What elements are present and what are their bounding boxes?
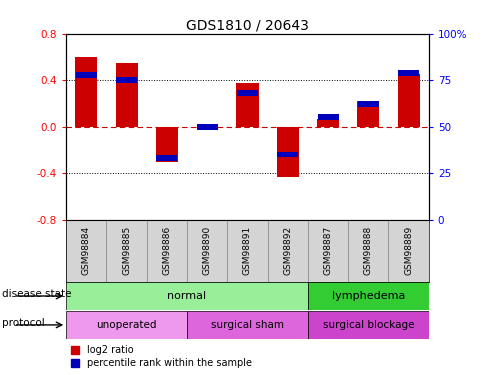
Bar (116, 63, 138, 127)
Text: unoperated: unoperated (97, 320, 157, 330)
Bar (236, 82, 259, 127)
Bar (348, 220, 389, 282)
Bar (156, 155, 177, 161)
Text: normal: normal (168, 291, 207, 301)
Text: disease state: disease state (2, 289, 72, 299)
Legend: log2 ratio, percentile rank within the sample: log2 ratio, percentile rank within the s… (71, 345, 251, 368)
Bar (66, 220, 106, 282)
Text: GSM98888: GSM98888 (364, 226, 373, 275)
Bar (308, 220, 348, 282)
Bar (277, 127, 299, 177)
Text: GSM98892: GSM98892 (283, 226, 292, 275)
Bar (76, 72, 97, 78)
Bar (398, 70, 419, 76)
Bar (317, 118, 339, 127)
Bar (357, 101, 379, 127)
Bar (116, 77, 137, 83)
Bar (187, 220, 227, 282)
Text: GSM98890: GSM98890 (203, 226, 212, 275)
Bar (308, 311, 429, 339)
Text: GSM98884: GSM98884 (82, 226, 91, 275)
Text: GSM98886: GSM98886 (162, 226, 171, 275)
Bar (75, 57, 98, 127)
Bar (187, 311, 308, 339)
Bar (147, 220, 187, 282)
Text: lymphedema: lymphedema (332, 291, 405, 301)
Text: GSM98889: GSM98889 (404, 226, 413, 275)
Bar (66, 282, 308, 310)
Text: GSM98885: GSM98885 (122, 226, 131, 275)
Bar (308, 282, 429, 310)
Bar (237, 90, 258, 96)
Text: GSM98891: GSM98891 (243, 226, 252, 275)
Text: GSM98887: GSM98887 (323, 226, 333, 275)
Bar (106, 220, 147, 282)
Text: protocol: protocol (2, 318, 45, 328)
Text: surgical sham: surgical sham (211, 320, 284, 330)
Bar (358, 102, 379, 107)
Bar (268, 220, 308, 282)
Text: surgical blockage: surgical blockage (322, 320, 414, 330)
Bar (66, 311, 187, 339)
Bar (156, 127, 178, 162)
Bar (277, 152, 298, 157)
Bar (389, 220, 429, 282)
Bar (196, 124, 218, 130)
Bar (397, 74, 419, 127)
Title: GDS1810 / 20643: GDS1810 / 20643 (186, 19, 309, 33)
Bar (227, 220, 268, 282)
Bar (318, 114, 339, 120)
